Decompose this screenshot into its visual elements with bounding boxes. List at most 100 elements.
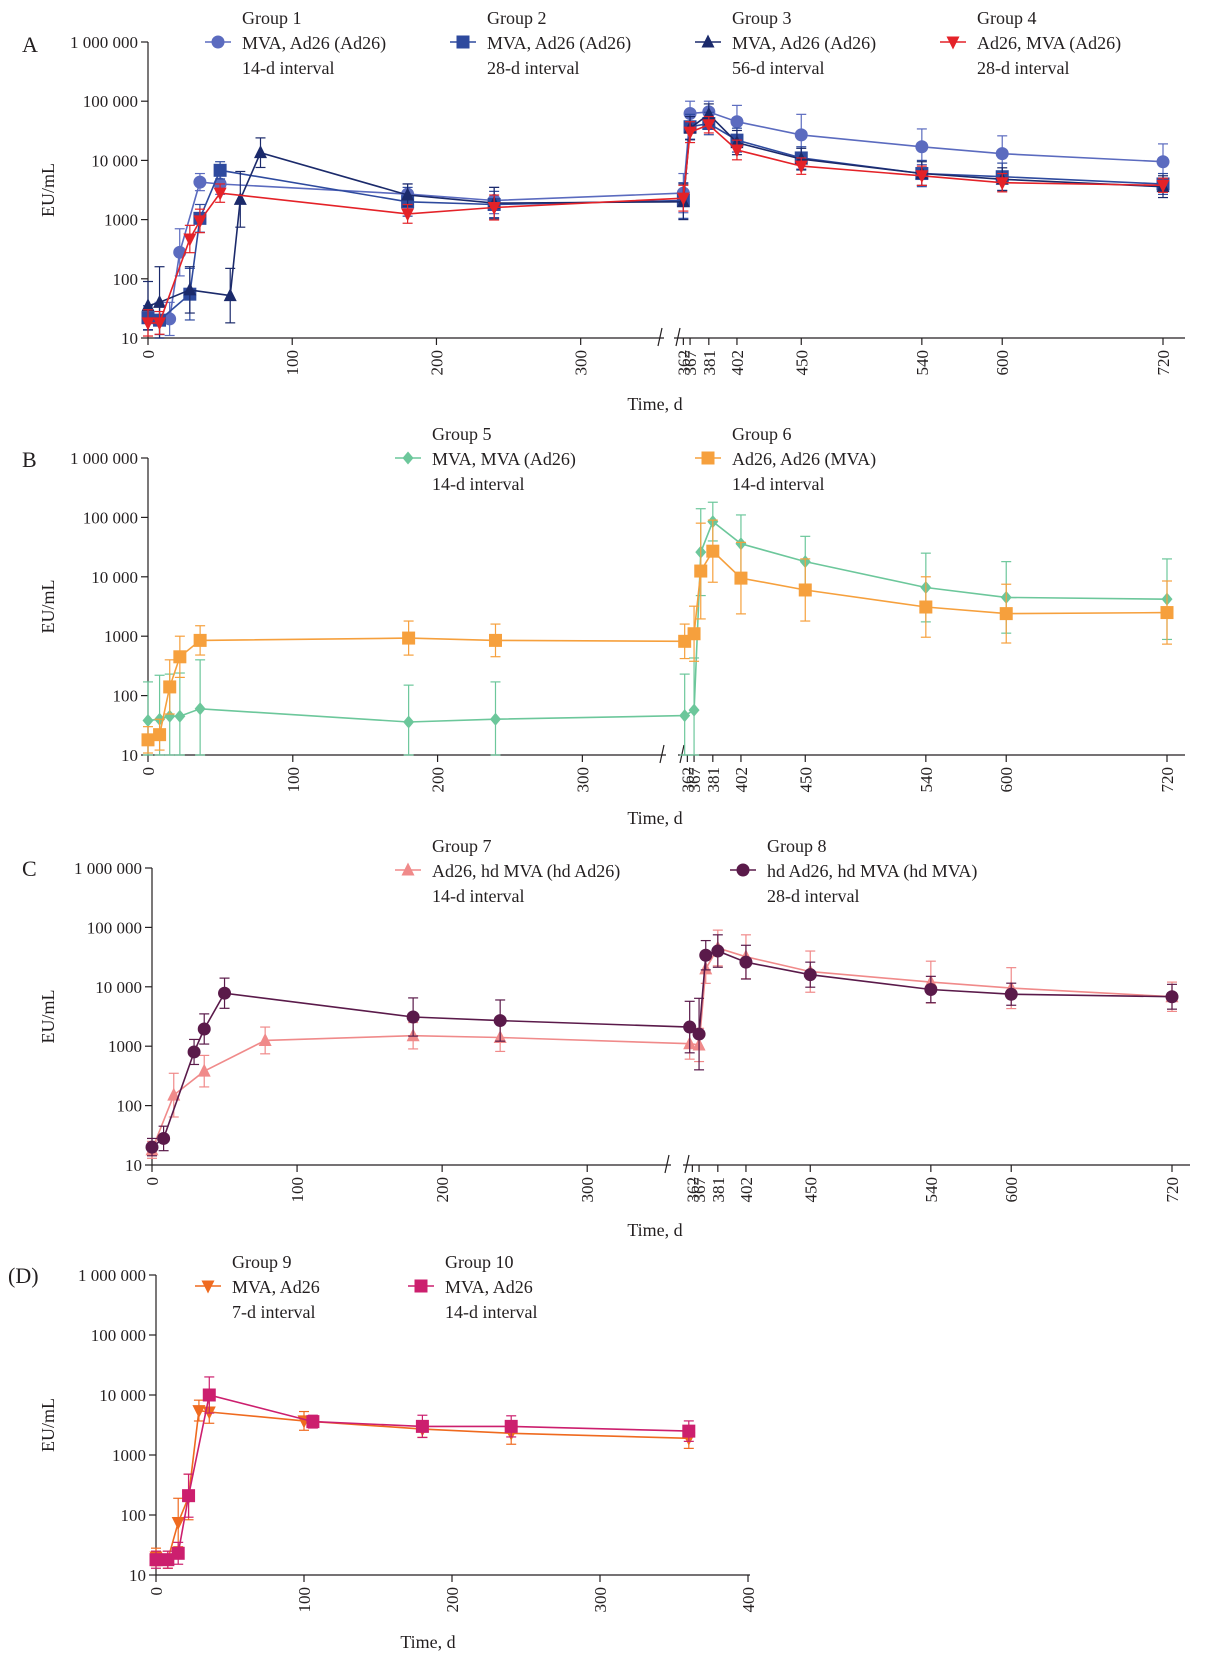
data-point <box>739 955 753 969</box>
y-tick-label: 1 000 000 <box>70 449 138 468</box>
data-point <box>153 294 167 308</box>
x-axis: 0 100 200 300 400 Time, d <box>147 1574 758 1652</box>
series-line <box>155 1409 689 1561</box>
data-point <box>915 140 929 154</box>
x-tick-label: 450 <box>801 1177 820 1203</box>
x-axis-label: Time, d <box>627 394 682 414</box>
x-tick-label: 367 <box>685 767 704 793</box>
legend-group-label: Group 7 <box>432 836 492 856</box>
x-tick-label: 402 <box>728 350 747 376</box>
data-point <box>692 1027 706 1041</box>
legend-marker <box>401 862 415 876</box>
data-point <box>163 312 177 326</box>
x-axis-label: Time, d <box>627 1220 682 1240</box>
axis-break-mark <box>657 327 663 347</box>
x-tick-label: 200 <box>433 1177 452 1203</box>
data-point <box>995 177 1009 191</box>
y-tick-label: 100 <box>117 1097 143 1116</box>
x-tick-label: 381 <box>709 1177 728 1203</box>
x-tick-label: 400 <box>739 1587 758 1613</box>
y-tick-label: 1 000 000 <box>70 33 138 52</box>
data-point <box>202 1388 216 1402</box>
legend-series-name: MVA, Ad26 (Ad26) <box>242 33 386 54</box>
legend-series-name: Ad26, Ad26 (MVA) <box>732 449 876 470</box>
legend-interval: 56-d interval <box>732 58 824 78</box>
data-point <box>197 1063 211 1077</box>
series-line <box>147 520 1168 723</box>
series-group-1 <box>141 100 1170 339</box>
data-point <box>493 1014 507 1028</box>
y-tick-label: 100 000 <box>83 508 138 527</box>
y-tick-label: 10 <box>121 329 138 348</box>
data-point <box>734 571 748 585</box>
data-point <box>171 1516 185 1530</box>
y-tick-label: 100 000 <box>87 918 142 937</box>
x-tick-label: 0 <box>139 767 158 776</box>
legend-group-label: Group 6 <box>732 424 792 444</box>
x-tick-label: 200 <box>429 767 448 793</box>
legend-series-name: Ad26, MVA (Ad26) <box>977 33 1121 54</box>
data-point <box>187 1045 201 1059</box>
data-point <box>995 147 1009 161</box>
data-point <box>794 160 808 174</box>
x-tick-label: 402 <box>732 767 751 793</box>
legend-series-name: Ad26, hd MVA (hd Ad26) <box>432 861 620 882</box>
legend-entry: Group 7 Ad26, hd MVA (hd Ad26) 14-d interv… <box>395 836 620 906</box>
legend-interval: 14-d interval <box>445 1302 537 1322</box>
x-tick-label: 300 <box>591 1587 610 1613</box>
data-point <box>1165 990 1179 1004</box>
legend-interval: 28-d interval <box>487 58 579 78</box>
data-point <box>183 233 197 247</box>
x-tick-label: 0 <box>143 1177 162 1186</box>
data-point <box>223 288 237 302</box>
data-point <box>145 1140 159 1154</box>
axis-break-mark <box>679 744 685 764</box>
legend-series-name: MVA, MVA (Ad26) <box>432 449 576 470</box>
data-point <box>183 282 197 296</box>
data-point <box>149 1553 163 1567</box>
axis-break-mark <box>675 327 681 347</box>
data-point <box>253 145 267 159</box>
legend-interval: 28-d interval <box>767 886 859 906</box>
y-axis: 10 100 1000 10 000 100 000 1 000 000 EU/mL <box>38 859 153 1175</box>
data-point <box>702 119 716 133</box>
y-tick-label: 100 000 <box>91 1326 146 1345</box>
x-tick-label: 367 <box>690 1177 709 1203</box>
legend-entry: Group 2 MVA, Ad26 (Ad26) 28-d interval <box>450 8 631 78</box>
data-point <box>683 1020 697 1034</box>
data-point <box>161 1553 175 1567</box>
series-group-8 <box>145 934 1179 1157</box>
data-point <box>803 968 817 982</box>
y-axis: 10 100 1000 10 000 100 000 1 000 000 EU/mL <box>38 1266 157 1585</box>
data-point <box>197 1022 211 1036</box>
x-tick-label: 300 <box>578 1177 597 1203</box>
legend-marker <box>211 35 225 49</box>
data-point <box>924 983 938 997</box>
data-point <box>699 948 713 962</box>
chart-panel-3: C 10 100 1000 10 000 100 000 1 000 000 EU/mL 0 10… <box>22 836 1190 1240</box>
x-tick-label: 450 <box>792 350 811 376</box>
x-tick-label: 362 <box>678 767 697 793</box>
legend-marker <box>456 35 470 49</box>
series-line <box>151 947 1173 1151</box>
legend-series-name: MVA, Ad26 (Ad26) <box>732 33 876 54</box>
data-point <box>164 709 176 723</box>
legend-entry: Group 6 Ad26, Ad26 (MVA) 14-d interval <box>695 424 876 494</box>
legend-entry: Group 8 hd Ad26, hd MVA (hd MVA) 28-d inte… <box>730 836 977 906</box>
x-tick-label: 0 <box>139 350 158 359</box>
legend-entry: Group 1 MVA, Ad26 (Ad26) 14-d interval <box>205 8 386 78</box>
data-point <box>1160 606 1174 620</box>
y-axis-label: EU/mL <box>38 990 58 1044</box>
legend-interval: 14-d interval <box>732 474 824 494</box>
series-line <box>147 113 1164 307</box>
legend-group-label: Group 2 <box>487 8 547 28</box>
legend-marker <box>414 1279 428 1293</box>
data-point <box>157 1131 171 1145</box>
legend-group-label: Group 10 <box>445 1252 514 1272</box>
data-point <box>403 715 415 729</box>
x-tick-label: 402 <box>737 1177 756 1203</box>
x-tick-label: 600 <box>1002 1177 1021 1203</box>
